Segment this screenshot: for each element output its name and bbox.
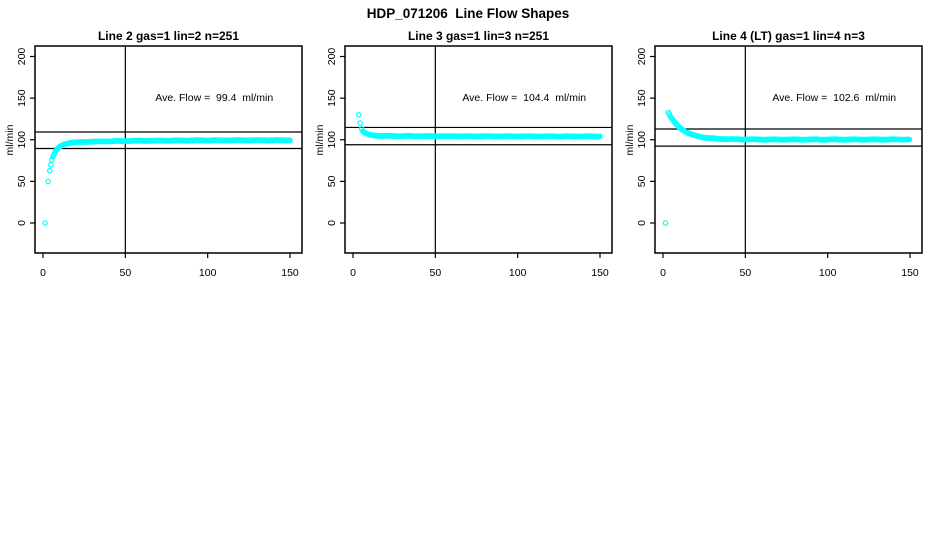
axis-box bbox=[34, 45, 303, 254]
y-tick-label: 150 bbox=[16, 89, 28, 107]
y-tick-label: 100 bbox=[636, 131, 648, 149]
axis-box bbox=[344, 45, 613, 254]
data-point bbox=[357, 120, 363, 126]
x-tick-label: 0 bbox=[660, 267, 666, 279]
y-tick-label: 150 bbox=[636, 89, 648, 107]
axis-box bbox=[654, 45, 923, 254]
data-point bbox=[597, 133, 603, 140]
y-tick-label: 100 bbox=[16, 131, 28, 149]
data-point bbox=[287, 137, 293, 144]
figure-title: HDP_071206 Line Flow Shapes bbox=[367, 6, 570, 21]
y-tick-label: 150 bbox=[326, 89, 338, 107]
y-tick-label: 50 bbox=[16, 175, 28, 187]
y-axis-title: ml/min bbox=[624, 124, 636, 155]
panel: Line 3 gas=1 lin=3 n=251 0 50 100 150 0 50 100 1… bbox=[314, 29, 613, 279]
data-point bbox=[906, 136, 913, 143]
y-axis-title: ml/min bbox=[4, 124, 16, 155]
panel: Line 2 gas=1 lin=2 n=251 0 50 100 150 0 50 100 1… bbox=[4, 29, 303, 279]
data-point bbox=[42, 220, 48, 226]
x-tick-label: 50 bbox=[429, 267, 441, 279]
panel: Line 4 (LT) gas=1 lin=4 n=3 0 50 100 150 0 50 1… bbox=[624, 29, 923, 279]
annotation-ave-flow: Ave. Flow = 99.4 ml/min bbox=[155, 92, 273, 104]
y-tick-label: 200 bbox=[636, 48, 648, 66]
panels-container: Line 2 gas=1 lin=2 n=251 0 50 100 150 0 50 100 1… bbox=[4, 29, 923, 279]
y-tick-label: 0 bbox=[326, 220, 338, 226]
y-tick-label: 0 bbox=[16, 220, 28, 226]
data-point bbox=[355, 112, 362, 118]
x-tick-label: 100 bbox=[819, 267, 837, 279]
panel-title: Line 4 (LT) gas=1 lin=4 n=3 bbox=[712, 29, 865, 43]
panel-title: Line 3 gas=1 lin=3 n=251 bbox=[408, 29, 549, 43]
data-point bbox=[45, 178, 51, 185]
x-tick-label: 150 bbox=[281, 267, 299, 279]
y-axis-title: ml/min bbox=[314, 124, 326, 155]
x-tick-label: 100 bbox=[199, 267, 217, 279]
data-series bbox=[355, 112, 603, 140]
data-point bbox=[49, 156, 55, 163]
data-point bbox=[662, 220, 669, 226]
data-point bbox=[46, 167, 53, 174]
y-tick-label: 0 bbox=[636, 220, 648, 226]
y-tick-label: 200 bbox=[326, 48, 338, 66]
y-tick-label: 50 bbox=[326, 175, 338, 187]
x-tick-label: 0 bbox=[350, 267, 356, 279]
x-tick-label: 50 bbox=[119, 267, 131, 279]
panel-title: Line 2 gas=1 lin=2 n=251 bbox=[98, 29, 239, 43]
data-point bbox=[48, 161, 54, 168]
x-tick-label: 150 bbox=[901, 267, 919, 279]
annotation-ave-flow: Ave. Flow = 102.6 ml/min bbox=[772, 92, 896, 104]
x-tick-label: 100 bbox=[509, 267, 527, 279]
data-series bbox=[662, 109, 913, 226]
data-series bbox=[42, 137, 293, 226]
y-tick-label: 100 bbox=[326, 131, 338, 149]
x-tick-label: 150 bbox=[591, 267, 609, 279]
y-tick-label: 200 bbox=[16, 48, 28, 66]
x-tick-label: 0 bbox=[40, 267, 46, 279]
annotation-ave-flow: Ave. Flow = 104.4 ml/min bbox=[462, 92, 586, 104]
y-tick-label: 50 bbox=[636, 175, 648, 187]
x-tick-label: 50 bbox=[739, 267, 751, 279]
